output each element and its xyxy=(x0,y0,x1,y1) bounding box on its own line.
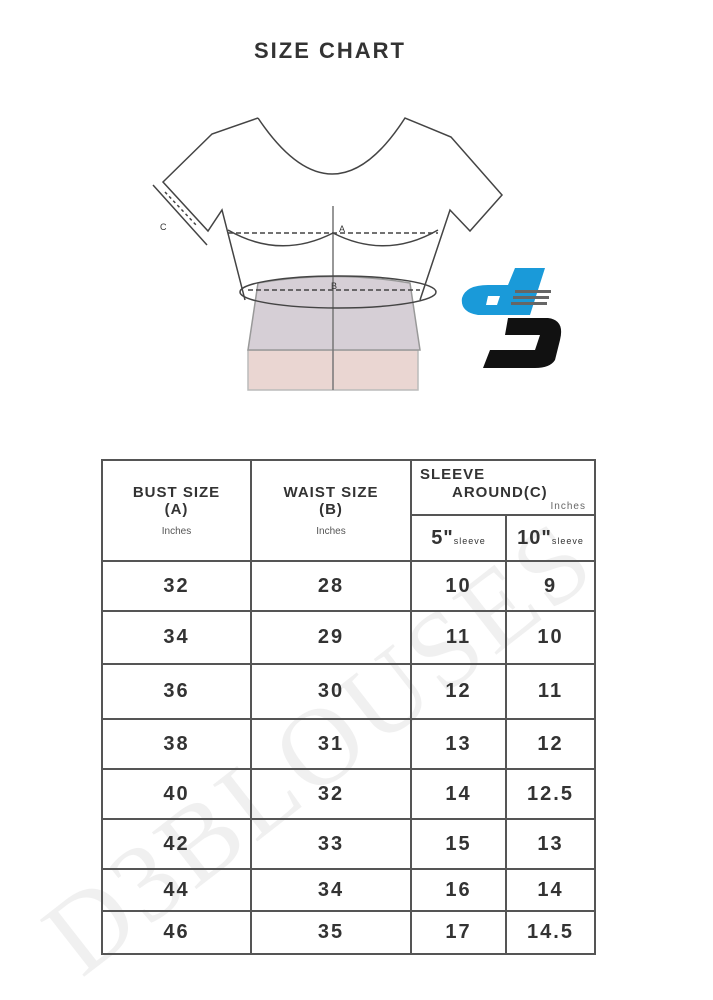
table-row: 36 30 12 11 xyxy=(101,663,596,720)
table-row: 38 31 13 12 xyxy=(101,718,596,770)
table-row: 34 29 11 10 xyxy=(101,610,596,665)
sleeve-5-cell: 15 xyxy=(410,818,507,870)
waist-cell: 35 xyxy=(250,910,412,955)
sleeve-5-cell: 14 xyxy=(410,768,507,820)
sleeve-10-cell: 12.5 xyxy=(505,768,596,820)
sleeve-5-cell: 13 xyxy=(410,718,507,770)
waist-cell: 34 xyxy=(250,868,412,912)
brand-logo xyxy=(461,268,562,368)
size-chart-table: BUST SIZE (A) Inches WAIST SIZE (B) Inch… xyxy=(101,459,596,955)
table-row: 40 32 14 12.5 xyxy=(101,768,596,820)
waist-cell: 29 xyxy=(250,610,412,665)
waist-cell: 33 xyxy=(250,818,412,870)
sleeve-header: SLEEVE AROUND(C) Inches xyxy=(410,459,596,516)
sleeve-10-cell: 13 xyxy=(505,818,596,870)
table-row: 42 33 15 13 xyxy=(101,818,596,870)
table-row: 44 34 16 14 xyxy=(101,868,596,912)
waist-cell: 31 xyxy=(250,718,412,770)
sleeve-5-cell: 11 xyxy=(410,610,507,665)
sleeve-10-cell: 11 xyxy=(505,663,596,720)
sleeve-5-cell: 10 xyxy=(410,560,507,612)
sleeve-5-cell: 16 xyxy=(410,868,507,912)
bust-cell: 32 xyxy=(101,560,252,612)
waist-loop xyxy=(239,275,437,309)
waist-cell: 28 xyxy=(250,560,412,612)
table-row: 46 35 17 14.5 xyxy=(101,910,596,955)
bust-cell: 36 xyxy=(101,663,252,720)
label-a: A xyxy=(339,224,345,234)
bust-cell: 34 xyxy=(101,610,252,665)
bust-cell: 42 xyxy=(101,818,252,870)
bust-cell: 38 xyxy=(101,718,252,770)
sleeve-10-cell: 14.5 xyxy=(505,910,596,955)
sleeve-10-cell: 12 xyxy=(505,718,596,770)
blouse-measurement-diagram: A B C xyxy=(152,117,562,391)
waist-header: WAIST SIZE (B) Inches xyxy=(250,459,412,562)
table-row: 32 28 10 9 xyxy=(101,560,596,612)
sleeve-5-header: 5"sleeve xyxy=(410,514,507,562)
page-title: SIZE CHART xyxy=(254,38,406,63)
sleeve-5-cell: 12 xyxy=(410,663,507,720)
label-b: B xyxy=(331,281,337,291)
label-c: C xyxy=(160,222,167,232)
sleeve-10-cell: 10 xyxy=(505,610,596,665)
sleeve-10-cell: 9 xyxy=(505,560,596,612)
bust-cell: 46 xyxy=(101,910,252,955)
sleeve-5-cell: 17 xyxy=(410,910,507,955)
bust-cell: 40 xyxy=(101,768,252,820)
waist-cell: 32 xyxy=(250,768,412,820)
waist-cell: 30 xyxy=(250,663,412,720)
sleeve-10-cell: 14 xyxy=(505,868,596,912)
blouse-outline xyxy=(161,117,504,301)
sleeve-10-header: 10"sleeve xyxy=(505,514,596,562)
bust-header: BUST SIZE (A) Inches xyxy=(101,459,252,562)
bust-cell: 44 xyxy=(101,868,252,912)
